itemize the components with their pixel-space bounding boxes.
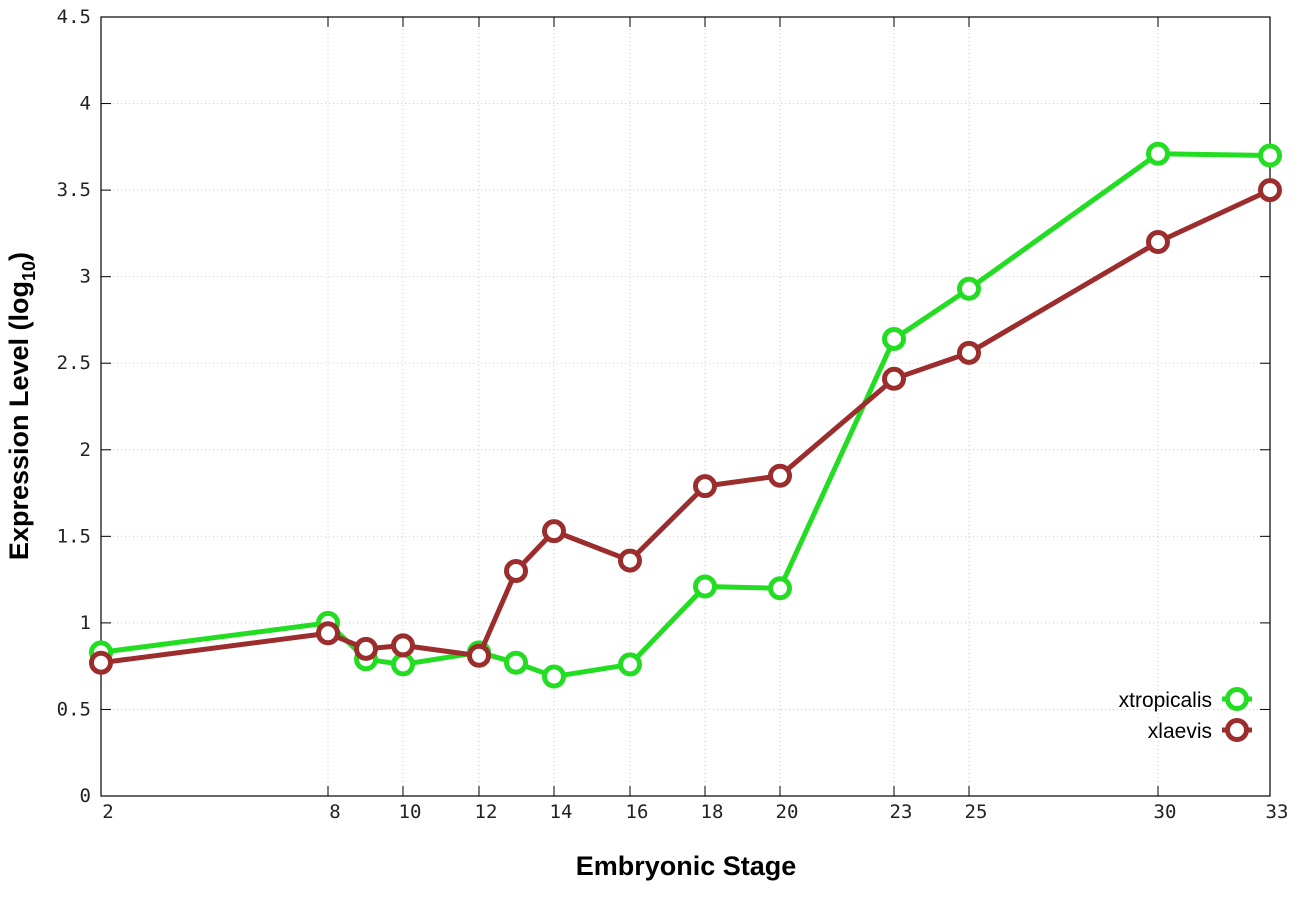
legend-marker-xlaevis [1225, 718, 1249, 742]
y-tick-label: 4 [80, 93, 91, 115]
series-group [89, 141, 1282, 689]
y-tick-label: 1.5 [57, 525, 91, 547]
x-tick-label: 20 [776, 801, 799, 823]
x-tick-label: 23 [890, 801, 913, 823]
data-point-xlaevis [1258, 178, 1282, 203]
series-line-xtropicalis [100, 151, 1271, 680]
data-point-xtropicalis [504, 650, 528, 675]
x-tick-label: 14 [550, 801, 573, 823]
data-point-xtropicalis [768, 576, 792, 601]
legend-label-xlaevis: xlaevis [1148, 720, 1212, 743]
x-axis-title: Embryonic Stage [576, 851, 797, 881]
data-point-xlaevis [768, 463, 792, 488]
axis-ticks: 0 0.5 1 1.5 2 2.5 3 3.5 4 4.5 2 8 10 12 14 16 18 20 23 25 30… [57, 6, 1289, 823]
data-point-xlaevis [542, 519, 566, 544]
data-point-xlaevis [693, 474, 717, 499]
data-point-xtropicalis [618, 652, 642, 677]
data-point-xlaevis [467, 643, 491, 668]
data-point-xtropicalis [1146, 141, 1170, 166]
data-point-xlaevis [89, 650, 113, 675]
y-tick-label: 2 [80, 439, 91, 461]
data-point-xlaevis [316, 621, 340, 646]
y-tick-label: 0.5 [57, 698, 91, 720]
x-tick-label: 18 [701, 801, 724, 823]
data-point-xtropicalis [882, 326, 906, 351]
legend: xtropicalis xlaevis [1119, 687, 1252, 743]
x-tick-label: 30 [1154, 801, 1177, 823]
y-tick-label: 3.5 [57, 179, 91, 201]
y-tick-label: 3 [80, 266, 91, 288]
data-point-xtropicalis [391, 652, 415, 677]
grid [101, 17, 1270, 796]
x-tick-label: 16 [626, 801, 649, 823]
data-point-xtropicalis [542, 664, 566, 689]
x-tick-label: 33 [1266, 801, 1289, 823]
y-tick-label: 2.5 [57, 352, 91, 374]
x-tick-label: 25 [965, 801, 988, 823]
data-point-xtropicalis [1258, 143, 1282, 168]
data-point-xlaevis [504, 558, 528, 583]
x-tick-label: 10 [399, 801, 422, 823]
x-tick-label: 2 [102, 801, 113, 823]
data-point-xlaevis [957, 340, 981, 365]
data-point-xlaevis [354, 636, 378, 661]
plot-frame [100, 16, 1271, 797]
y-tick-label: 0 [80, 785, 91, 807]
legend-marker-xtropicalis [1225, 687, 1249, 711]
data-point-xlaevis [1146, 230, 1170, 255]
y-tick-label: 1 [80, 612, 91, 634]
data-point-xlaevis [618, 548, 642, 573]
data-point-xtropicalis [957, 276, 981, 301]
x-tick-label: 12 [475, 801, 498, 823]
data-point-xtropicalis [693, 574, 717, 599]
y-tick-label: 4.5 [57, 6, 91, 28]
y-axis-title: Expression Level (log10) [4, 252, 39, 560]
data-point-xlaevis [882, 366, 906, 391]
data-point-xlaevis [391, 633, 415, 658]
series-line-xlaevis [100, 187, 1272, 666]
x-tick-label: 8 [329, 801, 340, 823]
legend-label-xtropicalis: xtropicalis [1119, 689, 1212, 712]
